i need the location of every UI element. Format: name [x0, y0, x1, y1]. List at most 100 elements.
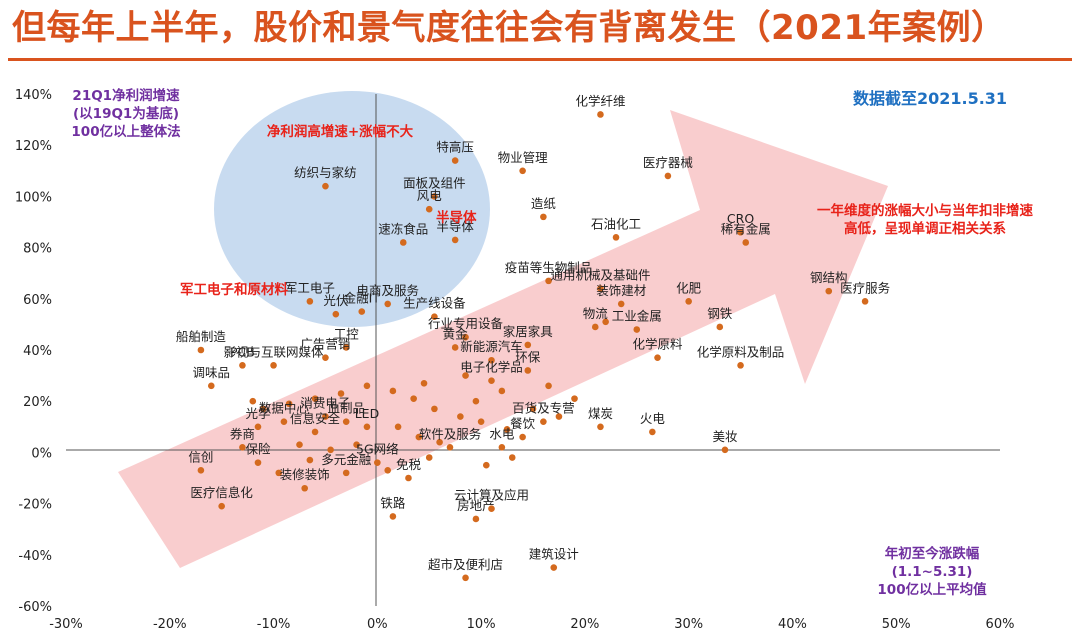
data-point-label: 装修装饰	[280, 467, 330, 482]
data-point-label: 百货及专营	[512, 401, 575, 416]
data-point	[275, 469, 283, 477]
data-point-label: 医疗器械	[643, 155, 694, 170]
data-point-label: 钢铁	[707, 306, 733, 321]
data-point-label: 面板及组件	[403, 175, 466, 190]
data-point	[363, 382, 371, 390]
data-point	[197, 467, 205, 474]
data-point	[384, 300, 392, 308]
data-point	[306, 298, 314, 305]
data-point-label: 家居家具	[503, 324, 554, 339]
data-point	[342, 344, 350, 351]
data-point	[197, 346, 205, 354]
data-point	[488, 356, 495, 364]
data-point-label: 保险	[245, 442, 271, 457]
data-point	[311, 395, 319, 402]
data-point-label: 影视与互联网媒体	[224, 344, 325, 359]
data-point	[363, 423, 371, 431]
data-point	[472, 515, 480, 523]
data-point-label: 信创	[188, 449, 213, 464]
data-point	[337, 390, 345, 397]
data-point-label: 行业专用设备	[428, 316, 504, 331]
data-point	[498, 443, 506, 451]
data-point	[597, 111, 604, 118]
data-point-label: 餐饮	[510, 416, 536, 431]
data-point	[384, 467, 392, 474]
data-point	[540, 418, 547, 425]
data-point-label: 石油化工	[591, 216, 641, 231]
data-point	[431, 405, 438, 413]
data-point	[462, 574, 469, 582]
data-point-label: 免税	[396, 457, 422, 472]
data-point	[254, 459, 262, 466]
data-point-label: 工控	[334, 326, 360, 341]
data-point-label: 5G网络	[356, 442, 399, 457]
data-point	[737, 228, 744, 236]
y-tick-label: -40%	[18, 549, 52, 564]
x-tick-label: 30%	[674, 617, 703, 632]
data-point	[597, 285, 604, 292]
data-point	[322, 182, 329, 190]
data-point	[218, 502, 225, 510]
data-point	[425, 205, 433, 213]
x-tick-label: 50%	[882, 617, 911, 632]
data-point-label: 超市及便利店	[428, 557, 503, 572]
data-point	[519, 167, 526, 175]
y-tick-label: 40%	[23, 344, 52, 359]
data-point-label: 美妆	[712, 429, 737, 444]
data-point	[436, 438, 443, 446]
data-point	[301, 484, 308, 492]
data-point-label: 数据中心	[259, 401, 310, 416]
data-point	[446, 443, 454, 451]
data-point-label: 医疗服务	[840, 280, 890, 295]
y-tick-label: 20%	[23, 395, 52, 410]
y-tick-label: -60%	[18, 600, 52, 615]
data-point	[654, 354, 661, 361]
data-point	[270, 362, 277, 369]
y-tick-label: 0%	[31, 446, 52, 461]
annotation-correlation: 一年维度的涨幅大小与当年扣非增速高低，呈现单调正相关关系	[817, 202, 1033, 237]
data-point	[431, 193, 438, 200]
data-point	[737, 362, 744, 369]
data-point	[451, 236, 459, 244]
y-tick-label: -20%	[18, 498, 52, 513]
data-point	[296, 441, 303, 449]
data-point	[405, 474, 412, 482]
data-point	[545, 382, 552, 390]
data-point	[503, 426, 511, 433]
data-point	[410, 395, 417, 402]
data-point	[524, 367, 532, 374]
data-point-label: 电商及服务	[356, 283, 419, 298]
data-point	[415, 433, 423, 441]
data-point	[259, 405, 267, 413]
data-point	[462, 333, 469, 341]
data-point	[612, 234, 620, 241]
data-point-label: 黄金	[443, 326, 469, 341]
data-point-label: PCB	[230, 344, 255, 359]
data-point-label: 软件及服务	[419, 426, 482, 441]
data-point	[462, 372, 469, 379]
data-point-label: 纺织与家纺	[294, 165, 357, 180]
data-point-label: 特高压	[436, 140, 474, 155]
data-point-label: 通用机械及基础件	[550, 268, 650, 283]
y-tick-labels: 140% 120% 100% 80% 60% 40% 20% 0% -20% -40% -60%	[15, 88, 52, 615]
data-point-label: 物业管理	[498, 150, 549, 165]
scatter-chart: -30% -20% -10% 0% 10% 20% 30% 40% 50% 60% 140% 120…	[15, 87, 1034, 632]
data-point-label: 光伏	[323, 293, 349, 308]
data-point-label: 消费电子	[300, 396, 350, 411]
data-point-label: 火电	[640, 411, 666, 426]
data-point	[239, 362, 246, 369]
data-point-label: 金融IT	[344, 291, 381, 306]
data-point	[617, 300, 625, 308]
data-point	[457, 413, 464, 420]
data-point-label: 造纸	[531, 196, 557, 211]
y-tick-label: 100%	[15, 190, 52, 205]
data-point	[394, 423, 402, 431]
data-point-label: 装饰建材	[596, 283, 646, 298]
data-point	[602, 318, 609, 326]
data-point	[716, 323, 724, 331]
data-point-label: 新能源汽车	[460, 339, 523, 354]
data-point	[591, 323, 599, 331]
data-point	[332, 310, 340, 318]
title-underline	[8, 58, 1072, 61]
